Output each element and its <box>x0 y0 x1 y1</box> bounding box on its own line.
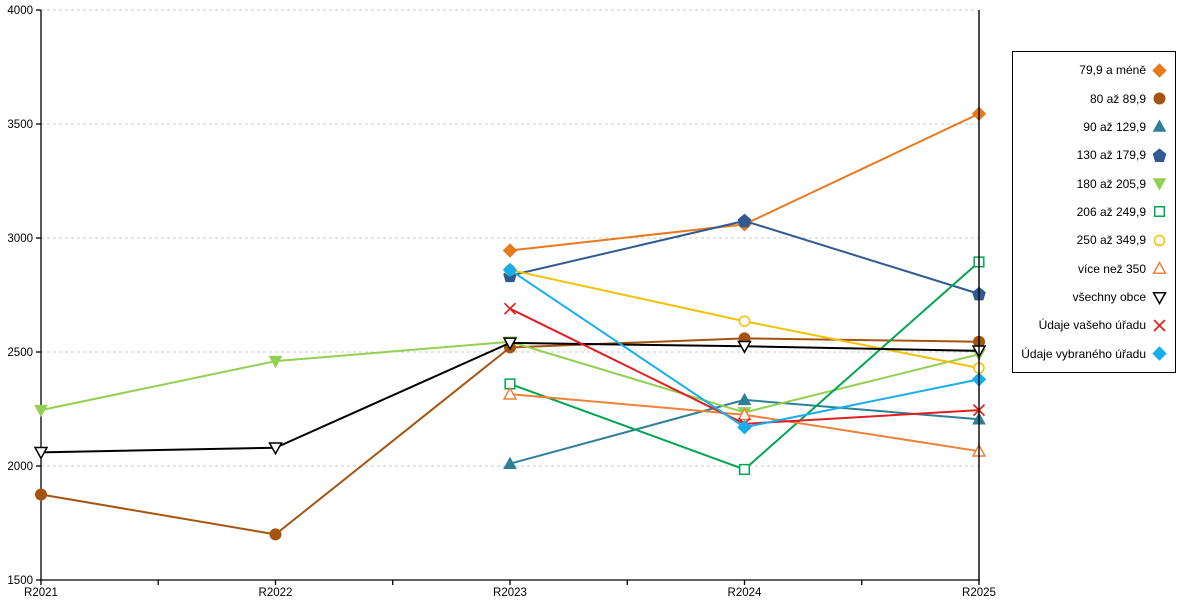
series-marker <box>738 315 751 327</box>
legend-item-label: 79,9 a méně <box>1079 63 1146 78</box>
series-line <box>509 260 980 471</box>
series-line <box>509 219 980 295</box>
square-marker-icon <box>1153 206 1166 218</box>
series-marker <box>738 463 751 475</box>
legend-item: všechny obce <box>1013 284 1175 311</box>
series-marker <box>502 243 518 258</box>
legend-item-label: 206 až 249,9 <box>1076 204 1146 219</box>
legend-item-label: Údaje vašeho úřadu <box>1038 318 1146 333</box>
triangle-up-marker-icon <box>1152 119 1167 133</box>
series-marker <box>33 446 49 460</box>
legend-item: Údaje vašeho úřadu <box>1013 312 1175 339</box>
series-group <box>502 386 987 457</box>
series-group <box>502 106 987 258</box>
chart-legend: 79,9 a méně 80 až 89,9 90 až 129,9 130 až 1… <box>1012 51 1176 373</box>
x-tick-label: R2024 <box>728 587 762 599</box>
x-tick-label: R2025 <box>962 587 996 599</box>
series-marker <box>737 213 752 228</box>
series-group <box>504 264 985 374</box>
series-marker <box>737 340 752 354</box>
legend-item: 206 až 249,9 <box>1013 198 1175 225</box>
legend-item: 80 až 89,9 <box>1013 85 1175 112</box>
legend-item-label: všechny obce <box>1072 290 1146 305</box>
legend-item-label: 130 až 179,9 <box>1076 148 1146 163</box>
series-group <box>33 337 987 460</box>
legend-item-label: 180 až 205,9 <box>1076 176 1146 191</box>
series-marker <box>502 262 518 278</box>
series-marker <box>269 528 282 541</box>
triangle-down-marker-icon <box>1152 178 1167 191</box>
y-tick-label: 3000 <box>7 233 33 245</box>
x-tick-label: R2022 <box>259 587 293 599</box>
x-tick-label: R2021 <box>24 587 58 599</box>
legend-item: více než 350 <box>1013 255 1175 282</box>
legend-item-label: více než 350 <box>1077 261 1146 276</box>
legend-item: 180 až 205,9 <box>1013 170 1175 197</box>
diamond-marker-icon <box>1152 346 1167 361</box>
diamond-marker-icon <box>1152 62 1167 78</box>
circle-marker-icon <box>1153 92 1166 105</box>
legend-item-label: 80 až 89,9 <box>1089 91 1146 106</box>
series-group <box>503 392 986 470</box>
y-tick-label: 2500 <box>7 347 33 359</box>
series-marker <box>502 337 518 351</box>
triangle-up-marker-icon <box>1152 261 1167 275</box>
y-tick-label: 4000 <box>7 5 33 17</box>
series-marker <box>737 392 752 406</box>
x-marker-icon <box>1153 319 1166 332</box>
legend-item: 90 až 129,9 <box>1013 113 1175 140</box>
series-marker <box>503 302 517 315</box>
series-marker <box>502 386 518 400</box>
series-marker <box>268 442 283 456</box>
triangle-down-marker-icon <box>1152 291 1167 305</box>
series-group <box>504 256 985 475</box>
series-group <box>502 262 987 435</box>
series-marker <box>503 456 517 470</box>
legend-item: Údaje vybraného úřadu <box>1013 340 1175 367</box>
series-line <box>40 337 980 536</box>
series-marker <box>737 420 752 435</box>
series-marker <box>34 404 48 418</box>
series-marker <box>504 378 516 390</box>
legend-item-label: Údaje vybraného úřadu <box>1021 346 1146 361</box>
pentagon-marker-icon <box>1152 148 1167 162</box>
legend-item-label: 90 až 129,9 <box>1083 119 1146 134</box>
y-tick-label: 3500 <box>7 119 33 131</box>
series-marker <box>737 407 752 421</box>
legend-item: 130 až 179,9 <box>1013 142 1175 169</box>
series-group <box>503 213 986 301</box>
series-marker <box>35 488 47 501</box>
legend-item: 79,9 a méně <box>1013 57 1175 84</box>
legend-item-label: 250 až 349,9 <box>1076 233 1146 248</box>
series-marker <box>268 355 283 369</box>
series-group <box>35 332 985 541</box>
y-tick-label: 1500 <box>7 575 33 587</box>
legend-item: 250 až 349,9 <box>1013 227 1175 254</box>
x-tick-label: R2023 <box>493 587 527 599</box>
y-tick-label: 2000 <box>7 461 33 473</box>
circle-marker-icon <box>1153 234 1166 247</box>
